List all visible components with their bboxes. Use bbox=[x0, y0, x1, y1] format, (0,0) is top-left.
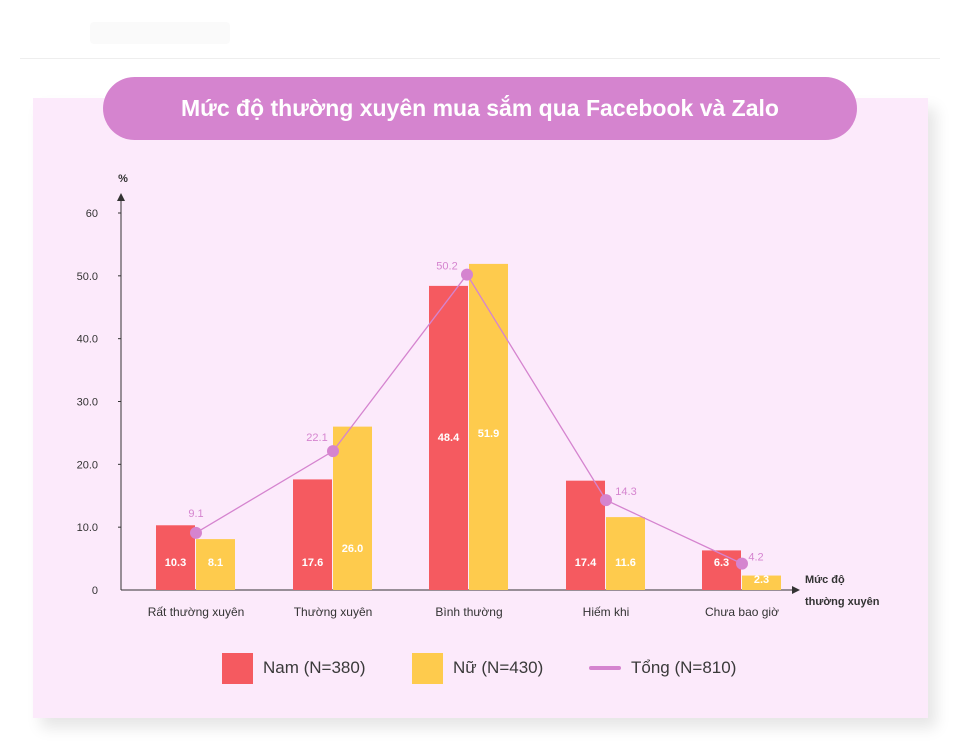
point-tong bbox=[190, 526, 202, 539]
bar-label-nam: 48.4 bbox=[438, 432, 460, 444]
x-tick-label: Bình thường bbox=[435, 605, 502, 619]
bar-label-nu: 51.9 bbox=[478, 428, 499, 440]
legend-label-nam: Nam (N=380) bbox=[263, 658, 366, 677]
bar-label-nu: 8.1 bbox=[208, 557, 223, 569]
x-tick-label: Rất thường xuyên bbox=[148, 605, 245, 619]
legend-item-tong: Tổng (N=810) bbox=[589, 652, 736, 684]
bar-nam bbox=[429, 285, 468, 590]
point-tong bbox=[600, 494, 612, 507]
y-tick-label: 20.0 bbox=[77, 459, 98, 471]
bar-label-nam: 17.4 bbox=[575, 557, 597, 569]
legend-label-tong: Tổng (N=810) bbox=[631, 658, 737, 677]
y-axis-label: % bbox=[118, 173, 128, 185]
bar-nam bbox=[293, 479, 332, 590]
y-tick-label: 40.0 bbox=[77, 334, 98, 346]
bar-nam bbox=[702, 550, 741, 590]
y-tick-label: 10.0 bbox=[77, 522, 98, 534]
x-axis-label-line2: thường xuyên bbox=[805, 596, 880, 608]
bar-nam bbox=[156, 525, 195, 590]
point-label-tong: 50.2 bbox=[436, 261, 457, 273]
point-tong bbox=[327, 445, 339, 458]
point-tong bbox=[461, 268, 473, 281]
bar-nu bbox=[333, 426, 372, 590]
bar-nam bbox=[566, 480, 605, 590]
top-divider bbox=[20, 58, 940, 59]
bar-label-nu: 2.3 bbox=[754, 574, 769, 586]
faint-header-mark bbox=[90, 22, 230, 44]
bar-nu bbox=[469, 263, 508, 590]
y-tick-label: 60 bbox=[86, 208, 98, 220]
point-label-tong: 4.2 bbox=[748, 552, 763, 564]
legend: Nam (N=380) Nữ (N=430) Tổng (N=810) bbox=[0, 652, 960, 686]
bar-nu bbox=[196, 539, 235, 590]
y-tick-label: 30.0 bbox=[77, 397, 98, 409]
bar-nu bbox=[742, 575, 781, 590]
bar-label-nu: 26.0 bbox=[342, 543, 363, 555]
bar-nu bbox=[606, 517, 645, 590]
point-label-tong: 22.1 bbox=[306, 432, 327, 444]
legend-swatch-nam bbox=[222, 652, 253, 684]
bar-label-nam: 10.3 bbox=[165, 557, 186, 569]
y-tick-label: 50.0 bbox=[77, 271, 98, 283]
bar-label-nam: 17.6 bbox=[302, 557, 323, 569]
x-tick-label: Hiếm khi bbox=[583, 605, 630, 619]
chart-title: Mức độ thường xuyên mua sắm qua Facebook… bbox=[103, 77, 857, 140]
x-tick-label: Chưa bao giờ bbox=[705, 605, 779, 619]
legend-line-tong bbox=[589, 666, 621, 670]
point-tong bbox=[736, 557, 748, 570]
x-tick-label: Thường xuyên bbox=[294, 605, 373, 619]
bar-label-nam: 6.3 bbox=[714, 557, 729, 569]
x-axis-arrow bbox=[792, 586, 800, 594]
legend-item-nu: Nữ (N=430) bbox=[412, 652, 543, 684]
point-label-tong: 9.1 bbox=[188, 508, 203, 520]
legend-item-nam: Nam (N=380) bbox=[222, 652, 366, 684]
legend-swatch-nu bbox=[412, 652, 443, 684]
point-label-tong: 14.3 bbox=[615, 486, 636, 498]
x-axis-label-line1: Mức độ bbox=[805, 574, 845, 586]
y-tick-label: 0 bbox=[92, 585, 98, 597]
legend-label-nu: Nữ (N=430) bbox=[453, 658, 544, 677]
bar-label-nu: 11.6 bbox=[615, 557, 636, 569]
y-axis-arrow bbox=[117, 193, 125, 201]
